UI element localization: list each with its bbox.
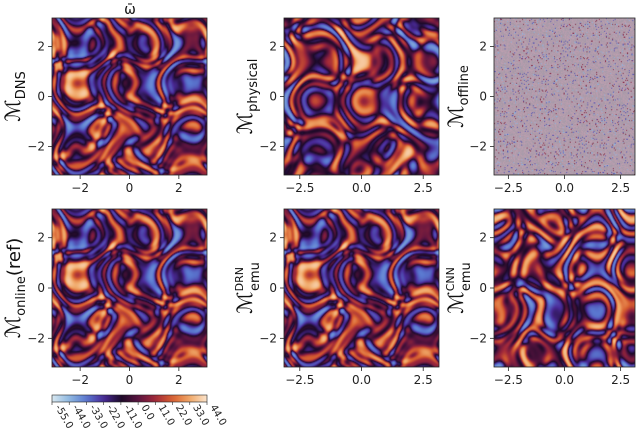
x-tick-label: 0.0: [352, 373, 371, 387]
y-tick-label: −2: [259, 140, 277, 154]
label-sup: CNN: [444, 267, 457, 291]
y-tick-label: 0: [37, 90, 45, 104]
heatmap-image: [52, 18, 207, 175]
label-sub: offline: [457, 65, 472, 105]
label-main: ℳ: [1, 99, 25, 121]
label-sub: online: [14, 276, 29, 316]
x-tick-label: 2.5: [611, 373, 630, 387]
panel-label: ℳDNS: [1, 71, 29, 121]
y-tick-label: −2: [27, 140, 45, 154]
colorbar-tick-label: 33.0: [190, 403, 211, 428]
label-main: ℳ: [444, 105, 468, 127]
x-tick-label: −2.5: [494, 373, 523, 387]
label-sub: emu: [248, 262, 263, 291]
y-tick-label: −2: [259, 331, 277, 345]
label-tail: (ref): [4, 238, 25, 276]
label-sub: physical: [246, 59, 261, 112]
y-tick-label: 0: [37, 281, 45, 295]
panel-6: −2.5 0.0 2.5 2 0 −2 ℳCNN emu: [444, 208, 636, 387]
x-tick-label: 0: [126, 373, 134, 387]
colorbar-tick-label: 11.0: [156, 403, 177, 428]
y-tick-label: −2: [469, 140, 487, 154]
y-tick-label: 2: [479, 40, 487, 54]
label-main: ℳ: [444, 291, 468, 313]
panel-label: ℳoffline: [444, 65, 472, 128]
y-tick-label: 0: [269, 90, 277, 104]
y-tick-label: 0: [479, 281, 487, 295]
x-tick-label: 2: [175, 373, 183, 387]
heatmap-image: [494, 18, 635, 175]
y-tick-label: 2: [269, 231, 277, 245]
colorbar-tick-label: 22.0: [173, 403, 194, 428]
y-tick-label: 0: [269, 281, 277, 295]
x-tick-label: 0.0: [555, 373, 574, 387]
heatmap-image: [284, 209, 439, 367]
y-tick-label: −2: [469, 331, 487, 345]
y-tick-label: −2: [27, 331, 45, 345]
x-tick-label: −2: [71, 373, 89, 387]
x-tick-label: 2: [175, 181, 183, 195]
label-main: ℳ: [233, 112, 257, 134]
x-tick-label: −2.5: [285, 181, 314, 195]
x-tick-label: −2.5: [285, 373, 314, 387]
x-tick-label: 0.0: [352, 181, 371, 195]
x-tick-label: 2.5: [611, 181, 630, 195]
x-tick-label: 0.0: [555, 181, 574, 195]
x-tick-label: −2.5: [494, 181, 523, 195]
x-tick-label: 2.5: [414, 181, 433, 195]
x-tick-label: 0: [126, 181, 134, 195]
heatmap-image: [52, 209, 207, 367]
label-sub: emu: [459, 262, 474, 291]
colorbar-gradient: [51, 394, 208, 403]
label-main: ℳ: [1, 316, 25, 338]
panel-5: −2.5 0.0 2.5 2 0 −2 ℳDRN emu: [233, 208, 440, 387]
panel-label: ℳphysical: [233, 59, 261, 135]
x-tick-label: −2: [71, 181, 89, 195]
y-tick-label: 2: [479, 231, 487, 245]
panel-label: ℳCNN emu: [444, 262, 474, 314]
label-main: ℳ: [233, 291, 257, 313]
y-tick-label: 0: [479, 90, 487, 104]
figure-title: ω̄: [124, 2, 136, 18]
y-tick-label: 2: [37, 231, 45, 245]
panel-1: −2 0 2 2 0 −2 ℳDNS: [1, 17, 208, 195]
label-sub: DNS: [14, 71, 29, 99]
y-tick-label: 2: [269, 40, 277, 54]
heatmap-image: [284, 18, 439, 175]
x-tick-label: 2.5: [414, 373, 433, 387]
label-sup: DRN: [233, 267, 246, 291]
panel-label: ℳDRN emu: [233, 262, 263, 314]
panel-label: ℳonline(ref): [1, 238, 29, 339]
colorbar: -55.0-44.0-33.0-22.0-11.00.0 11.022.033.0…: [51, 394, 228, 431]
heatmap-image: [494, 209, 635, 367]
colorbar-tick-label: 44.0: [207, 403, 228, 428]
y-tick-label: 2: [37, 40, 45, 54]
